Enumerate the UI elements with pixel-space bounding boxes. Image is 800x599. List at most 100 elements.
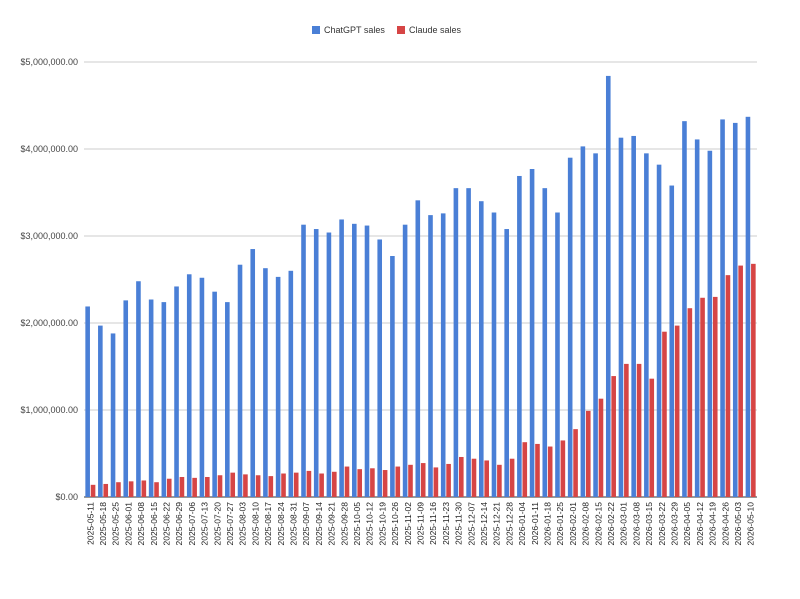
bar-claude — [712, 296, 718, 497]
bar-claude — [128, 481, 134, 497]
x-tick-label: 2025-12-28 — [504, 502, 514, 546]
bar-chatgpt — [529, 169, 535, 497]
bar-chatgpt — [123, 300, 129, 497]
bar-chatgpt — [364, 225, 370, 497]
bar-chatgpt — [656, 164, 662, 497]
bar-chatgpt — [580, 146, 586, 497]
x-tick-label: 2026-04-05 — [682, 502, 692, 546]
bar-claude — [90, 484, 96, 497]
bar-chatgpt — [339, 219, 344, 497]
bar-chatgpt — [593, 153, 598, 497]
bar-claude — [674, 325, 680, 497]
bar-claude — [662, 331, 667, 497]
bar-chatgpt — [466, 188, 471, 497]
x-tick-label: 2025-08-17 — [263, 502, 273, 546]
x-tick-label: 2025-09-14 — [314, 502, 324, 546]
x-tick-label: 2025-06-08 — [136, 502, 146, 546]
x-tick-label: 2026-04-12 — [695, 502, 705, 546]
bar-claude — [103, 483, 109, 497]
bar-chatgpt — [605, 75, 611, 498]
bar-chatgpt — [402, 224, 408, 497]
bar-chatgpt — [263, 268, 268, 497]
bar-claude — [636, 363, 642, 497]
bar-chatgpt — [186, 274, 192, 497]
x-tick-label: 2025-08-31 — [289, 502, 299, 546]
x-tick-label: 2026-02-15 — [593, 502, 603, 546]
bar-chatgpt — [567, 157, 573, 497]
bar-chatgpt — [288, 270, 294, 497]
bar-claude — [573, 429, 578, 497]
x-tick-label: 2025-12-21 — [492, 502, 502, 546]
y-tick-label: $4,000,000.00 — [20, 144, 78, 154]
bar-chatgpt — [326, 232, 332, 497]
bar-claude — [357, 469, 363, 497]
bar-claude — [522, 442, 528, 497]
bar-chatgpt — [174, 286, 179, 497]
x-tick-label: 2026-03-29 — [669, 502, 679, 546]
bar-claude — [649, 378, 655, 497]
x-tick-label: 2025-05-25 — [111, 502, 121, 546]
bar-claude — [497, 464, 502, 497]
bar-claude — [611, 376, 616, 497]
bar-chatgpt — [707, 150, 713, 498]
bar-claude — [281, 473, 286, 497]
bar-claude — [751, 263, 756, 497]
bar-claude — [446, 463, 451, 497]
bar-chatgpt — [225, 302, 230, 497]
x-tick-label: 2026-05-03 — [733, 502, 743, 546]
x-tick-label: 2026-02-01 — [568, 502, 578, 546]
bar-chatgpt — [491, 212, 497, 497]
legend-label-chatgpt: ChatGPT sales — [324, 25, 385, 35]
x-tick-label: 2026-02-22 — [606, 502, 616, 546]
x-tick-label: 2025-12-14 — [479, 502, 489, 546]
bar-claude — [484, 460, 489, 497]
bar-claude — [243, 474, 248, 497]
x-tick-label: 2025-09-21 — [327, 502, 337, 546]
bar-chatgpt — [275, 276, 281, 497]
y-axis-tick-labels: $0.00 $1,000,000.00 $2,000,000.00 $3,000,00… — [20, 57, 78, 502]
x-tick-label: 2025-07-27 — [225, 502, 235, 546]
x-tick-label: 2025-06-15 — [149, 502, 159, 546]
bar-claude — [509, 458, 515, 497]
legend-label-claude: Claude sales — [409, 25, 462, 35]
x-tick-label: 2025-05-11 — [85, 502, 95, 545]
bar-chatgpt — [720, 119, 725, 498]
x-tick-label: 2025-05-18 — [98, 502, 108, 546]
legend-swatch-chatgpt — [312, 26, 320, 34]
bar-claude — [268, 476, 274, 497]
gridlines — [84, 61, 757, 498]
x-tick-label: 2025-11-30 — [454, 502, 464, 545]
y-tick-label: $0.00 — [55, 492, 78, 502]
bar-claude — [344, 466, 350, 497]
bar-chatgpt — [504, 229, 509, 498]
bar-chatgpt — [428, 215, 433, 497]
bar-chatgpt — [631, 135, 636, 497]
bar-chatgpt — [212, 291, 217, 497]
bar-claude — [179, 476, 185, 497]
bar-chatgpt — [301, 224, 306, 497]
x-tick-label: 2025-10-26 — [390, 502, 400, 546]
x-tick-label: 2025-06-22 — [162, 502, 172, 546]
bar-claude — [687, 308, 693, 497]
bar-claude — [192, 477, 197, 497]
bar-chatgpt — [377, 239, 383, 498]
bar-chatgpt — [682, 121, 687, 497]
x-tick-label: 2026-03-08 — [631, 502, 641, 546]
bar-chatgpt — [352, 223, 357, 497]
bar-claude — [738, 265, 743, 497]
x-tick-label: 2025-11-23 — [441, 502, 451, 545]
bar-claude — [154, 482, 159, 497]
x-tick-label: 2025-06-01 — [123, 502, 133, 546]
x-tick-label: 2025-08-03 — [238, 502, 248, 546]
x-tick-label: 2025-09-07 — [301, 502, 311, 546]
x-tick-label: 2025-10-19 — [377, 502, 387, 546]
legend-swatch-claude — [397, 26, 405, 34]
y-tick-label: $5,000,000.00 — [20, 57, 78, 67]
bar-claude — [217, 475, 223, 497]
bar-claude — [382, 470, 388, 497]
x-tick-label: 2026-01-11 — [530, 502, 540, 545]
bar-claude — [420, 463, 426, 497]
bar-claude — [230, 472, 236, 497]
y-tick-label: $1,000,000.00 — [20, 405, 78, 415]
